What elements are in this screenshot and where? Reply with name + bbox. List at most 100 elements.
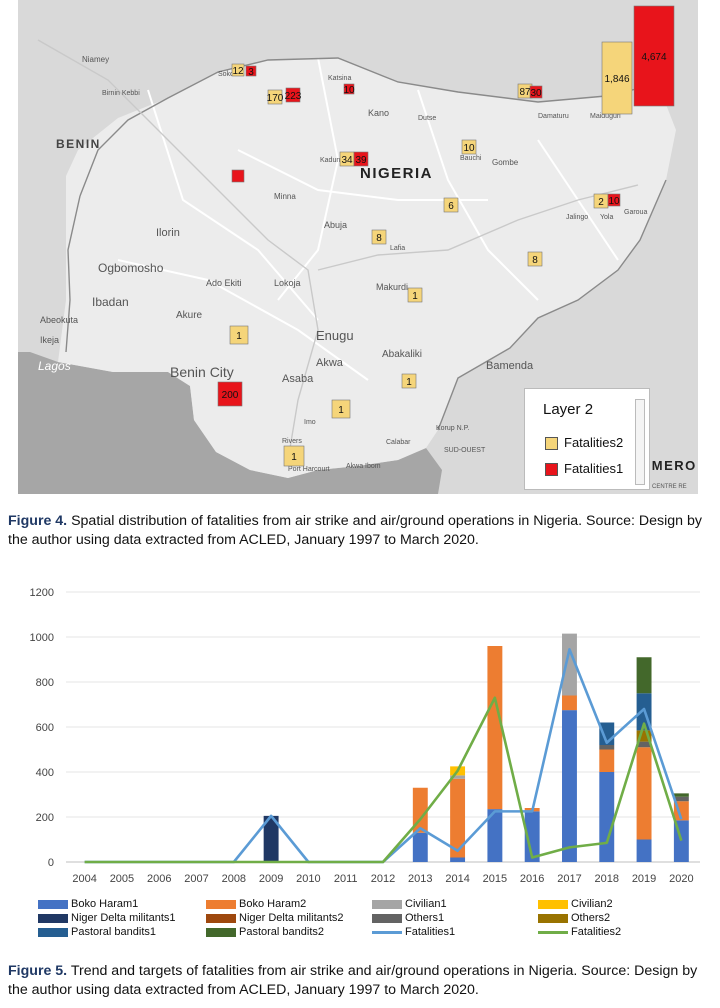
legend-swatch	[372, 930, 402, 934]
map-marker-label: 1	[406, 377, 412, 388]
map-marker-label: 10	[343, 85, 355, 96]
city-label: Lagos	[38, 359, 71, 373]
line-series	[84, 648, 683, 864]
city-label: Jalingo	[566, 214, 588, 221]
legend-swatch	[545, 437, 558, 451]
legend-item: Boko Haram1	[38, 898, 138, 910]
legend-swatch	[372, 913, 402, 923]
city-label: Abuja	[324, 220, 347, 230]
map-marker	[231, 63, 245, 77]
state-border	[277, 57, 340, 301]
map-marker-label: 1	[291, 452, 297, 463]
legend-item: Civilian2	[538, 898, 613, 910]
bar-segment	[562, 695, 577, 711]
legend-label: Others2	[571, 912, 611, 924]
city-label: Akwa	[316, 357, 344, 369]
bar-segment	[412, 787, 428, 833]
legend-label: Niger Delta militants2	[239, 912, 344, 924]
bar-segment	[524, 811, 540, 862]
city-label: Asaba	[282, 373, 314, 385]
map-marker	[527, 251, 543, 267]
map-marker	[285, 87, 301, 103]
rivers	[37, 39, 639, 461]
map-marker-label: 1	[412, 291, 418, 302]
nigeria-land	[58, 58, 676, 478]
figure4-label: Figure 4.	[8, 513, 68, 529]
legend-label: Others1	[405, 912, 445, 924]
city-label: Ogbomosho	[98, 261, 164, 275]
map-marker-label: 39	[355, 155, 367, 166]
city-label: Damaturu	[538, 113, 569, 120]
legend-swatch	[545, 463, 558, 477]
map-marker-label: 87	[519, 87, 531, 98]
map-marker	[217, 381, 243, 407]
x-tick-label: 2006	[147, 873, 171, 885]
legend-item: Civilian1	[372, 898, 447, 910]
chart-figure: 0 200 400 600 800 1000 1200 2004 2005 2006 2007 200…	[0, 580, 720, 952]
city-label: Lokoja	[274, 278, 301, 288]
city-label: CENTRE RE	[652, 484, 687, 490]
bar-segment	[636, 839, 652, 862]
country-label: NIGERIA	[360, 165, 433, 182]
legend-swatch	[38, 913, 68, 923]
border-line	[79, 57, 659, 197]
map-marker	[353, 151, 369, 167]
legend-item: Fatalities1	[372, 926, 455, 938]
bar-segment	[636, 657, 652, 694]
y-tick-label: 600	[36, 722, 54, 734]
legend-label: Civilian1	[405, 898, 447, 910]
state-border	[147, 89, 319, 321]
map-marker-label: 1	[338, 405, 344, 416]
legend-item: Others2	[538, 912, 610, 924]
map-marker-label: 1	[236, 331, 242, 342]
map-marker	[245, 65, 257, 77]
y-tick-label: 0	[48, 857, 54, 869]
bar-segment	[450, 778, 466, 858]
city-label: Minna	[274, 192, 296, 201]
city-label: Ibadan	[92, 295, 129, 309]
map-marker-label: 200	[222, 390, 239, 401]
bar-segment	[450, 775, 466, 779]
city-label: Sokoto	[218, 71, 240, 78]
legend-scrollbar[interactable]	[635, 399, 645, 485]
bar-segment	[450, 857, 466, 862]
line-series	[84, 696, 683, 864]
map-figure: Niamey Birnin Kebbi Sokoto Katsina Kano Dutse…	[18, 0, 698, 494]
legend-label: Fatalities2	[564, 435, 624, 450]
city-label: Katsina	[328, 75, 351, 82]
city-label: Calabar	[386, 439, 411, 446]
x-tick-label: 2013	[408, 873, 432, 885]
city-label: Makurdi	[376, 282, 408, 292]
legend-item: Pastoral bandits1	[38, 926, 156, 938]
legend-label: Fatalities1	[564, 461, 624, 476]
x-tick-label: 2010	[296, 873, 320, 885]
legend-label: Fatalities2	[571, 926, 622, 938]
map-marker-label: 34	[341, 155, 353, 166]
nigeria-map: Niamey Birnin Kebbi Sokoto Katsina Kano Dutse…	[18, 0, 698, 494]
city-label: Kaduna	[320, 157, 344, 164]
bar-segment	[487, 646, 503, 810]
borders	[117, 57, 619, 381]
bar-segment	[673, 796, 689, 802]
legend-swatch	[538, 913, 568, 923]
map-marker-label: 170	[267, 93, 284, 104]
legend-swatch	[206, 899, 236, 909]
x-tick-label: 2004	[72, 873, 96, 885]
map-legend-title: Layer 2	[543, 401, 594, 418]
figure5-text: Trend and targets of fatalities from air…	[8, 963, 698, 998]
bar-segment	[599, 749, 615, 772]
x-tick-label: 2016	[520, 873, 544, 885]
map-marker	[633, 5, 675, 107]
map-marker-label: 12	[232, 66, 244, 77]
legend-item-fatalities1: Fatalities1	[545, 461, 624, 477]
map-marker	[229, 325, 249, 345]
legend-label: Pastoral bandits2	[239, 926, 324, 938]
legend-swatch	[538, 930, 568, 934]
map-marker-label: 2	[598, 197, 604, 208]
x-tick-label: 2017	[557, 873, 581, 885]
city-label: Akure	[176, 310, 203, 321]
city-label: Ado Ekiti	[206, 278, 242, 288]
map-marker	[231, 169, 245, 183]
state-border	[117, 259, 369, 381]
niger-river	[37, 39, 319, 461]
